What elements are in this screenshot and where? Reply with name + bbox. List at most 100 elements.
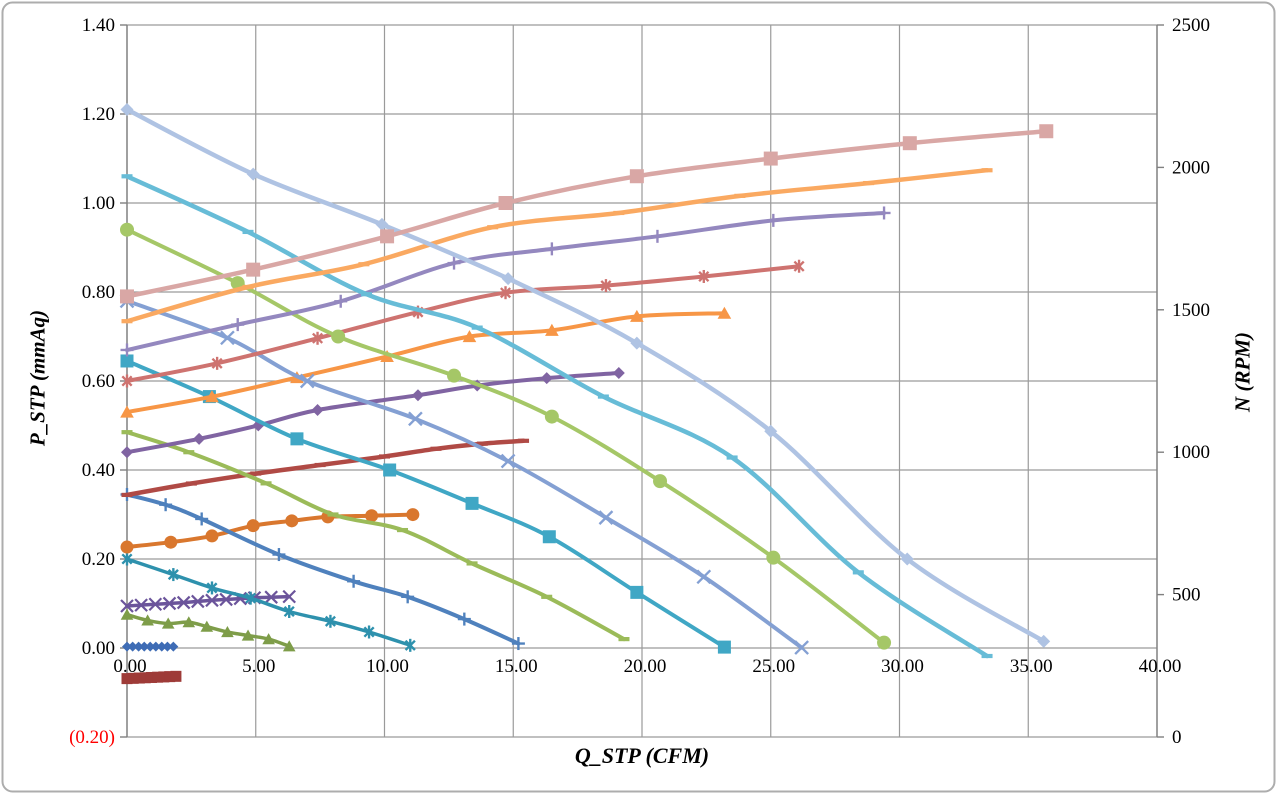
series-line-pressure-speed-9	[124, 174, 990, 659]
x-tick-label: 30.00	[881, 656, 924, 677]
series-line-rpm-speed-6	[125, 311, 727, 414]
x-tick-label: 25.00	[752, 656, 795, 677]
series-rpm-speed-3	[120, 508, 420, 554]
dash-marker	[242, 229, 254, 235]
square-marker	[290, 432, 304, 446]
dash-marker	[518, 438, 530, 443]
series-rpm-speed-10	[120, 124, 1054, 304]
x-marker	[598, 510, 614, 525]
asterisk-marker	[600, 280, 612, 292]
circle-marker	[120, 540, 134, 554]
diamond-marker	[156, 641, 167, 652]
y-left-tick-label: 1.20	[82, 104, 115, 125]
series-line-rpm-speed-8	[125, 211, 886, 352]
triangle-marker	[141, 614, 154, 626]
x-marker	[205, 593, 219, 608]
square-marker	[542, 530, 556, 544]
circle-marker	[331, 329, 346, 344]
square-marker	[121, 673, 133, 685]
square-marker	[380, 229, 395, 244]
y-left-tick-label: (0.20)	[69, 727, 115, 748]
diamond-marker	[145, 641, 156, 652]
square-marker	[133, 672, 145, 684]
triangle-marker	[161, 617, 175, 629]
triangle-marker	[120, 405, 134, 418]
triangle-marker	[221, 625, 234, 638]
dash-marker	[726, 455, 738, 460]
diamond-marker	[133, 641, 144, 652]
dash-marker	[852, 570, 864, 575]
circle-marker	[205, 529, 219, 543]
x-marker	[120, 599, 134, 613]
square-marker	[1039, 124, 1054, 139]
dash-marker	[981, 653, 993, 659]
dash-marker	[471, 325, 483, 330]
dash-marker	[613, 210, 625, 216]
square-marker	[717, 640, 731, 654]
square-marker	[158, 671, 170, 683]
square-marker	[763, 151, 778, 166]
triangle-marker	[182, 616, 196, 628]
asterisk-marker	[698, 270, 710, 282]
asterisk-marker	[245, 592, 257, 604]
circle-marker	[365, 509, 379, 523]
dash-marker	[260, 481, 272, 486]
series-line-rpm-speed-7	[125, 264, 802, 383]
triangle-marker	[120, 608, 134, 620]
dash-marker	[981, 168, 993, 173]
square-marker	[465, 496, 479, 510]
dash-marker	[327, 512, 339, 517]
series-rpm-speed-9	[121, 167, 993, 324]
dash-marker	[121, 430, 133, 435]
circle-marker	[164, 535, 178, 549]
diamond-marker	[375, 217, 389, 231]
asterisk-marker	[211, 357, 223, 369]
circle-marker	[285, 514, 299, 528]
dash-marker	[242, 284, 254, 290]
dash-marker	[476, 441, 488, 446]
diamond-marker	[612, 367, 625, 380]
dash-marker	[597, 394, 609, 399]
dash-marker	[358, 262, 370, 267]
diamond-marker	[540, 372, 553, 385]
tick-labels: 1.40 1.20 1.00 0.80 0.60 0.40 0.20 0.00 (0.20) 25…	[69, 15, 1210, 748]
series-line-rpm-speed-10	[124, 128, 1049, 299]
dash-marker	[541, 594, 553, 599]
y-right-tick-label: 500	[1172, 585, 1201, 606]
x-marker	[220, 330, 235, 346]
dash-marker	[397, 527, 409, 533]
asterisk-marker	[404, 639, 416, 651]
asterisk-marker	[206, 582, 218, 594]
asterisk-marker	[283, 605, 295, 618]
square-marker	[170, 670, 182, 682]
dash-marker	[250, 471, 262, 476]
y-right-tick-label: 2000	[1172, 157, 1210, 178]
x-marker	[148, 597, 163, 612]
dash-marker	[121, 492, 133, 498]
diamond-marker	[1037, 634, 1051, 648]
y-right-tick-label: 2500	[1172, 15, 1210, 36]
triangle-marker	[200, 620, 214, 632]
asterisk-marker	[121, 553, 133, 565]
square-marker	[120, 354, 134, 368]
asterisk-marker	[167, 569, 179, 581]
y-left-tick-label: 1.00	[82, 193, 115, 214]
triangle-marker	[241, 629, 255, 641]
diamond-marker	[501, 272, 515, 286]
x-tick-label: 0.00	[113, 656, 146, 677]
series-pressure-speed-4	[120, 487, 525, 651]
x-marker	[794, 640, 809, 655]
right-axis-title: N (RPM)	[1230, 332, 1255, 412]
x-marker	[176, 595, 191, 610]
dash-marker	[487, 225, 499, 230]
series-pressure-speed-6	[120, 354, 731, 654]
circle-marker	[447, 368, 462, 383]
triangle-marker	[262, 633, 275, 645]
square-marker	[139, 672, 151, 684]
x-axis-title: Q_STP (CFM)	[574, 743, 710, 768]
dash-marker	[121, 174, 133, 179]
dash-marker	[183, 450, 195, 455]
y-left-tick-label: 0.60	[82, 371, 115, 392]
triangle-marker	[545, 323, 559, 336]
